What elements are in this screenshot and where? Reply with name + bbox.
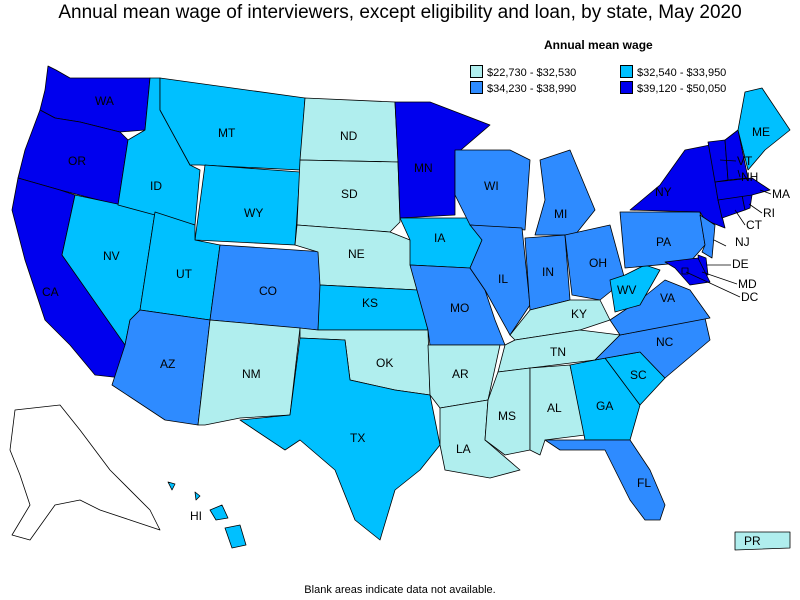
state-MA (714, 177, 771, 201)
label-SD: SD (341, 187, 358, 201)
label-IL: IL (498, 272, 508, 286)
label-OK: OK (376, 356, 393, 370)
label-RI: RI (763, 206, 775, 220)
legend-title: Annual mean wage (544, 38, 653, 52)
state-labels: WA OR CA NV ID MT WY UT CO AZ NM ND SD N… (42, 94, 790, 548)
label-OH: OH (589, 256, 607, 270)
label-NE: NE (348, 247, 365, 261)
legend-swatch-2 (620, 65, 633, 78)
legend-label-2: $32,540 - $33,950 (637, 67, 727, 79)
label-NC: NC (656, 335, 674, 349)
state-FL (544, 439, 666, 521)
label-MT: MT (218, 126, 236, 140)
footnote: Blank areas indicate data not available. (304, 584, 496, 596)
leader-lines (685, 159, 772, 298)
state-HI (167, 481, 247, 549)
label-HI: HI (190, 509, 202, 523)
label-NV: NV (103, 249, 120, 263)
label-WI: WI (484, 179, 499, 193)
label-WA: WA (95, 94, 114, 108)
state-WI (454, 149, 531, 231)
label-LA: LA (456, 442, 471, 456)
label-DE: DE (732, 257, 749, 271)
legend-label-4: $39,120 - $50,050 (637, 83, 727, 95)
label-GA: GA (596, 399, 613, 413)
label-CT: CT (746, 218, 763, 232)
label-NJ: NJ (735, 235, 750, 249)
legend-item-1: $22,730 - $32,530 (470, 65, 576, 79)
leader-NJ (713, 239, 727, 247)
label-NH: NH (741, 170, 758, 184)
label-FL: FL (637, 476, 651, 490)
label-CO: CO (259, 284, 277, 298)
label-WY: WY (244, 206, 263, 220)
legend-swatch-3 (470, 81, 483, 94)
label-WV: WV (617, 283, 636, 297)
label-ID: ID (150, 179, 162, 193)
label-KS: KS (362, 296, 378, 310)
legend-swatch-4 (620, 81, 633, 94)
label-MN: MN (414, 161, 433, 175)
leader-DC (685, 271, 741, 298)
label-SC: SC (630, 368, 647, 382)
legend-item-2: $32,540 - $33,950 (620, 65, 726, 79)
label-AR: AR (452, 367, 469, 381)
state-TX (239, 337, 441, 541)
state-IL (469, 224, 531, 336)
state-MI (534, 149, 596, 236)
leader-MA (759, 189, 772, 195)
leader-VT (719, 159, 737, 162)
label-IN: IN (542, 265, 554, 279)
label-MD: MD (738, 277, 757, 291)
label-NY: NY (655, 185, 672, 199)
legend-item-4: $39,120 - $50,050 (620, 81, 726, 95)
label-CA: CA (42, 285, 59, 299)
state-NJ (699, 214, 716, 259)
label-MI: MI (554, 207, 567, 221)
state-PR (734, 531, 791, 551)
legend-item-3: $34,230 - $38,990 (470, 81, 576, 95)
label-TX: TX (350, 431, 365, 445)
state-SD (296, 159, 401, 233)
label-AL: AL (547, 401, 562, 415)
label-MA: MA (772, 187, 790, 201)
label-AZ: AZ (160, 357, 175, 371)
label-MO: MO (450, 301, 469, 315)
leader-RI (748, 203, 763, 214)
leader-CT (734, 209, 746, 226)
leader-MD (701, 271, 738, 285)
label-OR: OR (68, 154, 86, 168)
label-MS: MS (498, 409, 516, 423)
label-ND: ND (340, 129, 358, 143)
label-ME: ME (752, 125, 770, 139)
state-NH (724, 129, 749, 181)
legend-label-3: $34,230 - $38,990 (487, 83, 577, 95)
label-VA: VA (660, 291, 675, 305)
state-WY (194, 164, 301, 246)
label-KY: KY (571, 307, 587, 321)
label-TN: TN (550, 345, 566, 359)
leader-NH (737, 169, 741, 178)
label-IA: IA (434, 231, 445, 245)
label-VT: VT (737, 154, 753, 168)
map-title: Annual mean wage of interviewers, except… (58, 2, 742, 23)
label-PR: PR (744, 534, 761, 548)
state-ME (737, 87, 791, 171)
label-DC: DC (741, 290, 759, 304)
state-CA (11, 177, 131, 379)
state-AK (9, 404, 161, 541)
label-NM: NM (242, 367, 261, 381)
label-PA: PA (656, 235, 671, 249)
state-WV (609, 264, 661, 313)
legend-label-1: $22,730 - $32,530 (487, 67, 577, 79)
label-UT: UT (176, 267, 193, 281)
state-DC (681, 267, 689, 275)
legend-swatch-1 (470, 65, 483, 78)
